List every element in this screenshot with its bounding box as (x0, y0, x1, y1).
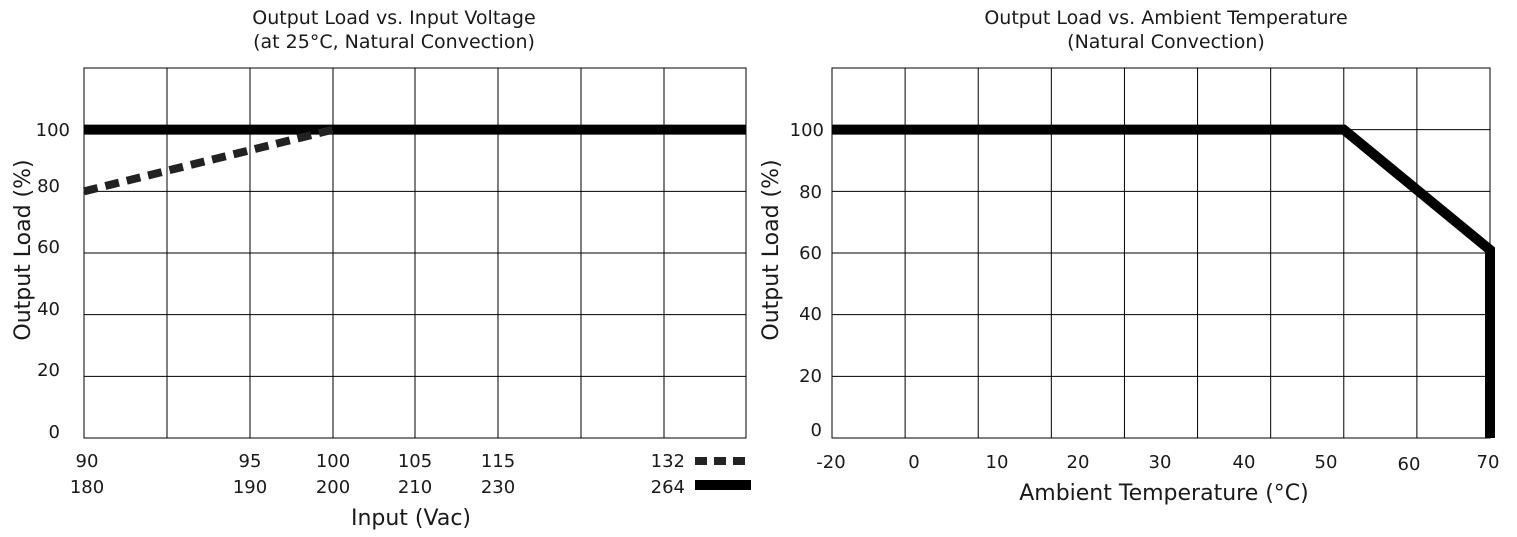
series-group (832, 124, 1495, 438)
x-tick-label: 210 (398, 477, 432, 498)
x-tick-label: 264 (651, 477, 685, 498)
x-tick-label: 200 (316, 477, 350, 498)
x-tick-label: 70 (1477, 452, 1500, 473)
x-tick-label: 100 (316, 451, 350, 472)
x-tick-label: 180 (70, 477, 104, 498)
x-tick-label: -20 (816, 452, 845, 473)
input-voltage-chart: Output Load vs. Input Voltage (at 25°C, … (11, 7, 751, 531)
y-tick-label: 20 (799, 366, 822, 387)
x-tick-label: 30 (1149, 452, 1172, 473)
chart-title: Output Load vs. Input Voltage (252, 7, 535, 29)
legend (695, 457, 751, 490)
series-line-derating (832, 124, 1495, 438)
y-tick-label: 40 (799, 304, 822, 325)
x-tick-label: 230 (481, 477, 515, 498)
x-tick-label: 0 (908, 452, 919, 473)
y-tick-label: 100 (790, 120, 824, 141)
x-tick-label: 132 (651, 451, 685, 472)
x-tick-label: 20 (1067, 452, 1090, 473)
plot-frame (83, 67, 747, 439)
x-axis-label: Ambient Temperature (°C) (1019, 481, 1309, 506)
y-axis-label: Output Load (%) (11, 159, 36, 340)
y-tick-label: 60 (37, 237, 60, 258)
y-tick-label: 80 (799, 182, 822, 203)
x-tick-label: 190 (233, 477, 267, 498)
ambient-temperature-chart: Output Load vs. Ambient Temperature (Nat… (759, 7, 1499, 506)
y-tick-label: 40 (37, 299, 60, 320)
x-tick-label: 90 (76, 451, 99, 472)
y-tick-label: 0 (49, 422, 60, 443)
plot-grid (831, 67, 1491, 439)
y-tick-label: 0 (811, 420, 822, 441)
y-axis-label: Output Load (%) (759, 159, 784, 340)
x-tick-label: 60 (1398, 454, 1421, 475)
x-tick-label: 50 (1315, 452, 1338, 473)
x-tick-label: 40 (1233, 452, 1256, 473)
x-tick-label: 115 (481, 451, 515, 472)
series-group (83, 124, 746, 196)
y-tick-label: 100 (36, 120, 70, 141)
x-axis-label: Input (Vac) (351, 506, 471, 531)
chart-title: Output Load vs. Ambient Temperature (984, 7, 1347, 29)
y-tick-label: 60 (799, 243, 822, 264)
x-tick-label: 10 (986, 452, 1009, 473)
chart-subtitle: (at 25°C, Natural Convection) (253, 31, 535, 53)
y-tick-label: 80 (37, 176, 60, 197)
plot-grid (83, 67, 747, 439)
series-line-132 (83, 125, 334, 196)
y-tick-label: 20 (37, 360, 60, 381)
chart-subtitle: (Natural Convection) (1067, 31, 1265, 53)
x-tick-label: 105 (398, 451, 432, 472)
x-tick-label: 95 (239, 451, 262, 472)
